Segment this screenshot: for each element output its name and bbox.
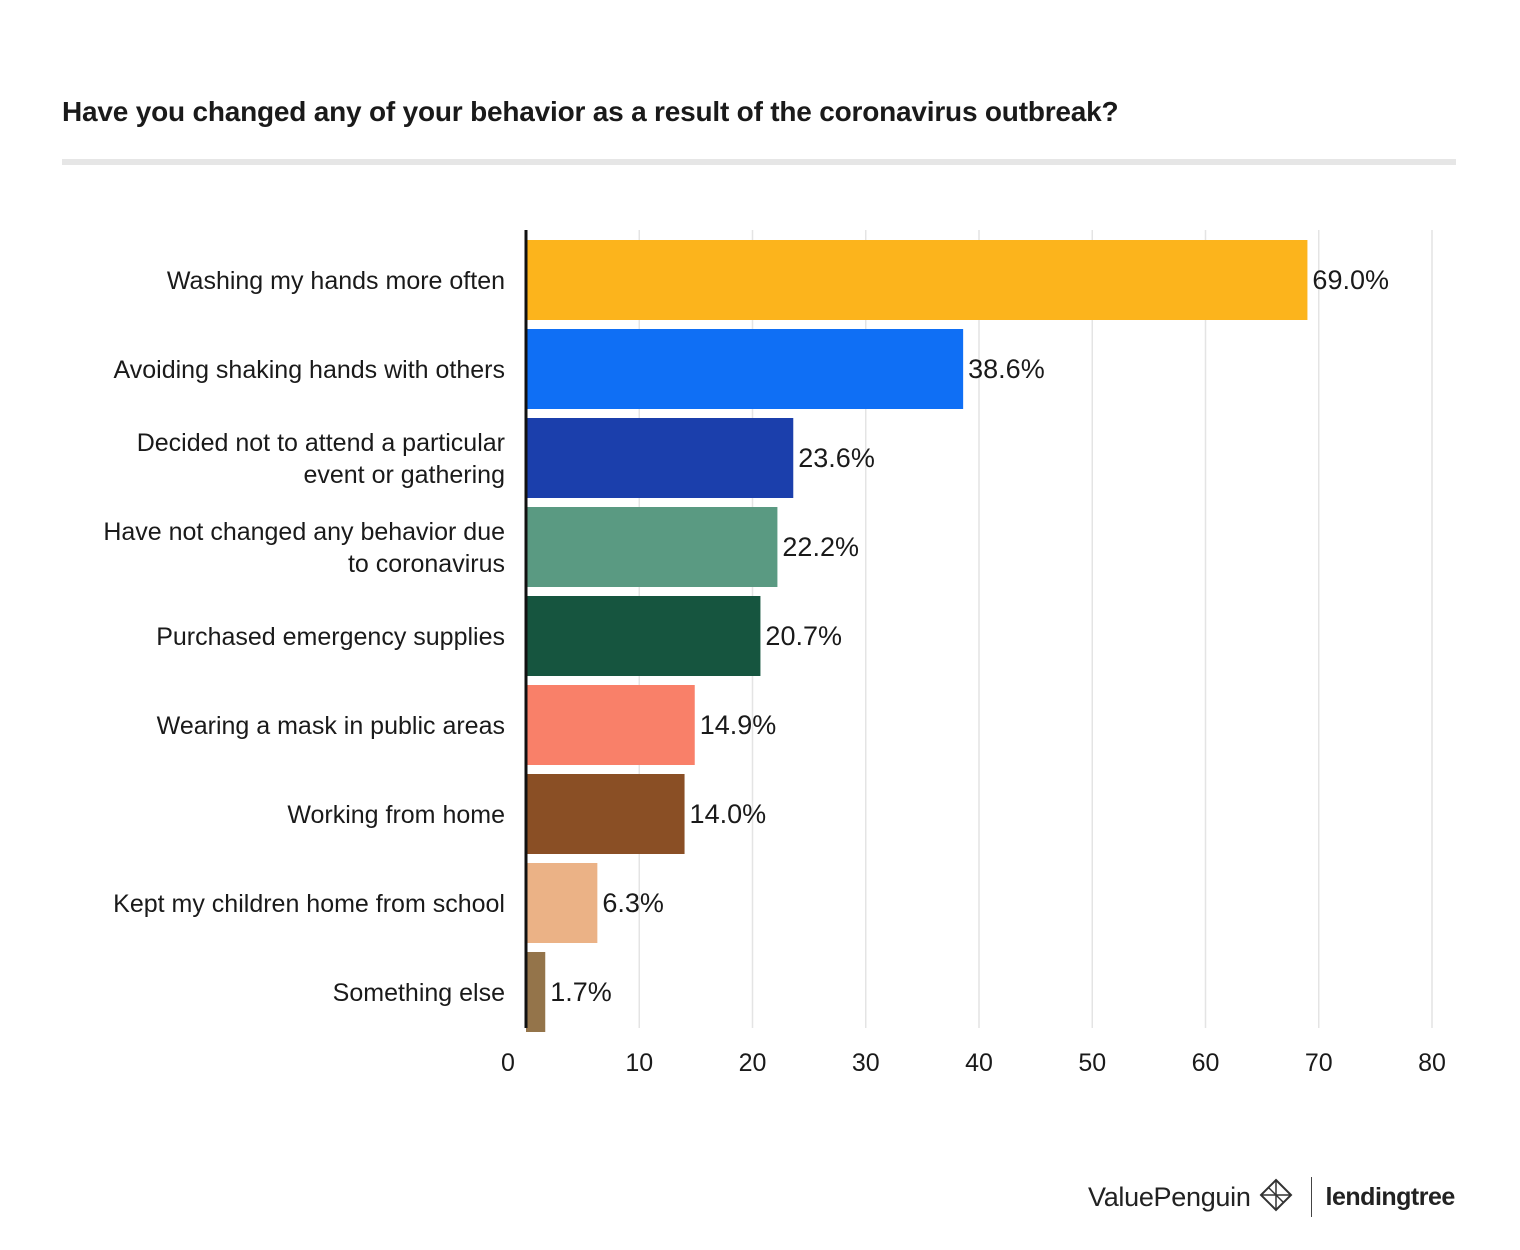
chart-title: Have you changed any of your behavior as… xyxy=(62,96,1119,127)
valuepenguin-logo-text: ValuePenguin xyxy=(1088,1181,1251,1212)
bar xyxy=(526,952,546,1032)
category-label: Have not changed any behavior due xyxy=(103,518,505,546)
bar xyxy=(526,507,778,587)
footer-branding: ValuePenguin lendingtree xyxy=(1088,1172,1455,1222)
x-tick-label: 40 xyxy=(965,1049,993,1077)
category-label: event or gathering xyxy=(303,461,505,489)
category-label: to coronavirus xyxy=(348,550,505,578)
bar-value-label: 69.0% xyxy=(1312,265,1389,295)
lendingtree-logo-text: lendingtree xyxy=(1325,1182,1456,1211)
bar xyxy=(526,240,1308,320)
category-label: Working from home xyxy=(287,801,505,829)
bar xyxy=(526,774,685,854)
category-label: Kept my children home from school xyxy=(113,890,505,918)
x-tick-label: 80 xyxy=(1418,1049,1446,1077)
bar xyxy=(526,596,761,676)
x-tick-label: 20 xyxy=(739,1049,767,1077)
x-tick-label: 70 xyxy=(1305,1049,1333,1077)
x-tick-label: 50 xyxy=(1078,1049,1106,1077)
bar-value-label: 22.2% xyxy=(782,532,859,562)
category-label: Wearing a mask in public areas xyxy=(157,712,505,740)
x-tick-label: 0 xyxy=(501,1049,515,1077)
category-label: Avoiding shaking hands with others xyxy=(114,356,505,384)
category-label: Decided not to attend a particular xyxy=(137,429,505,457)
bar xyxy=(526,863,598,943)
category-label: Something else xyxy=(333,979,505,1007)
footer-separator xyxy=(1310,1177,1312,1217)
valuepenguin-icon xyxy=(1259,1178,1293,1217)
bar xyxy=(526,329,964,409)
bar-value-label: 38.6% xyxy=(968,354,1045,384)
bar-value-label: 23.6% xyxy=(798,443,875,473)
x-tick-label: 30 xyxy=(852,1049,880,1077)
title-divider xyxy=(62,159,1456,165)
bar xyxy=(526,418,794,498)
bar-value-label: 6.3% xyxy=(602,888,664,918)
category-label: Washing my hands more often xyxy=(167,267,505,295)
category-label: Purchased emergency supplies xyxy=(156,623,505,651)
bar-value-label: 14.9% xyxy=(700,710,777,740)
bar-value-label: 1.7% xyxy=(550,977,612,1007)
bar-value-label: 20.7% xyxy=(765,621,842,651)
x-tick-label: 60 xyxy=(1192,1049,1220,1077)
bar-value-label: 14.0% xyxy=(690,799,767,829)
bar xyxy=(526,685,695,765)
x-tick-label: 10 xyxy=(625,1049,653,1077)
